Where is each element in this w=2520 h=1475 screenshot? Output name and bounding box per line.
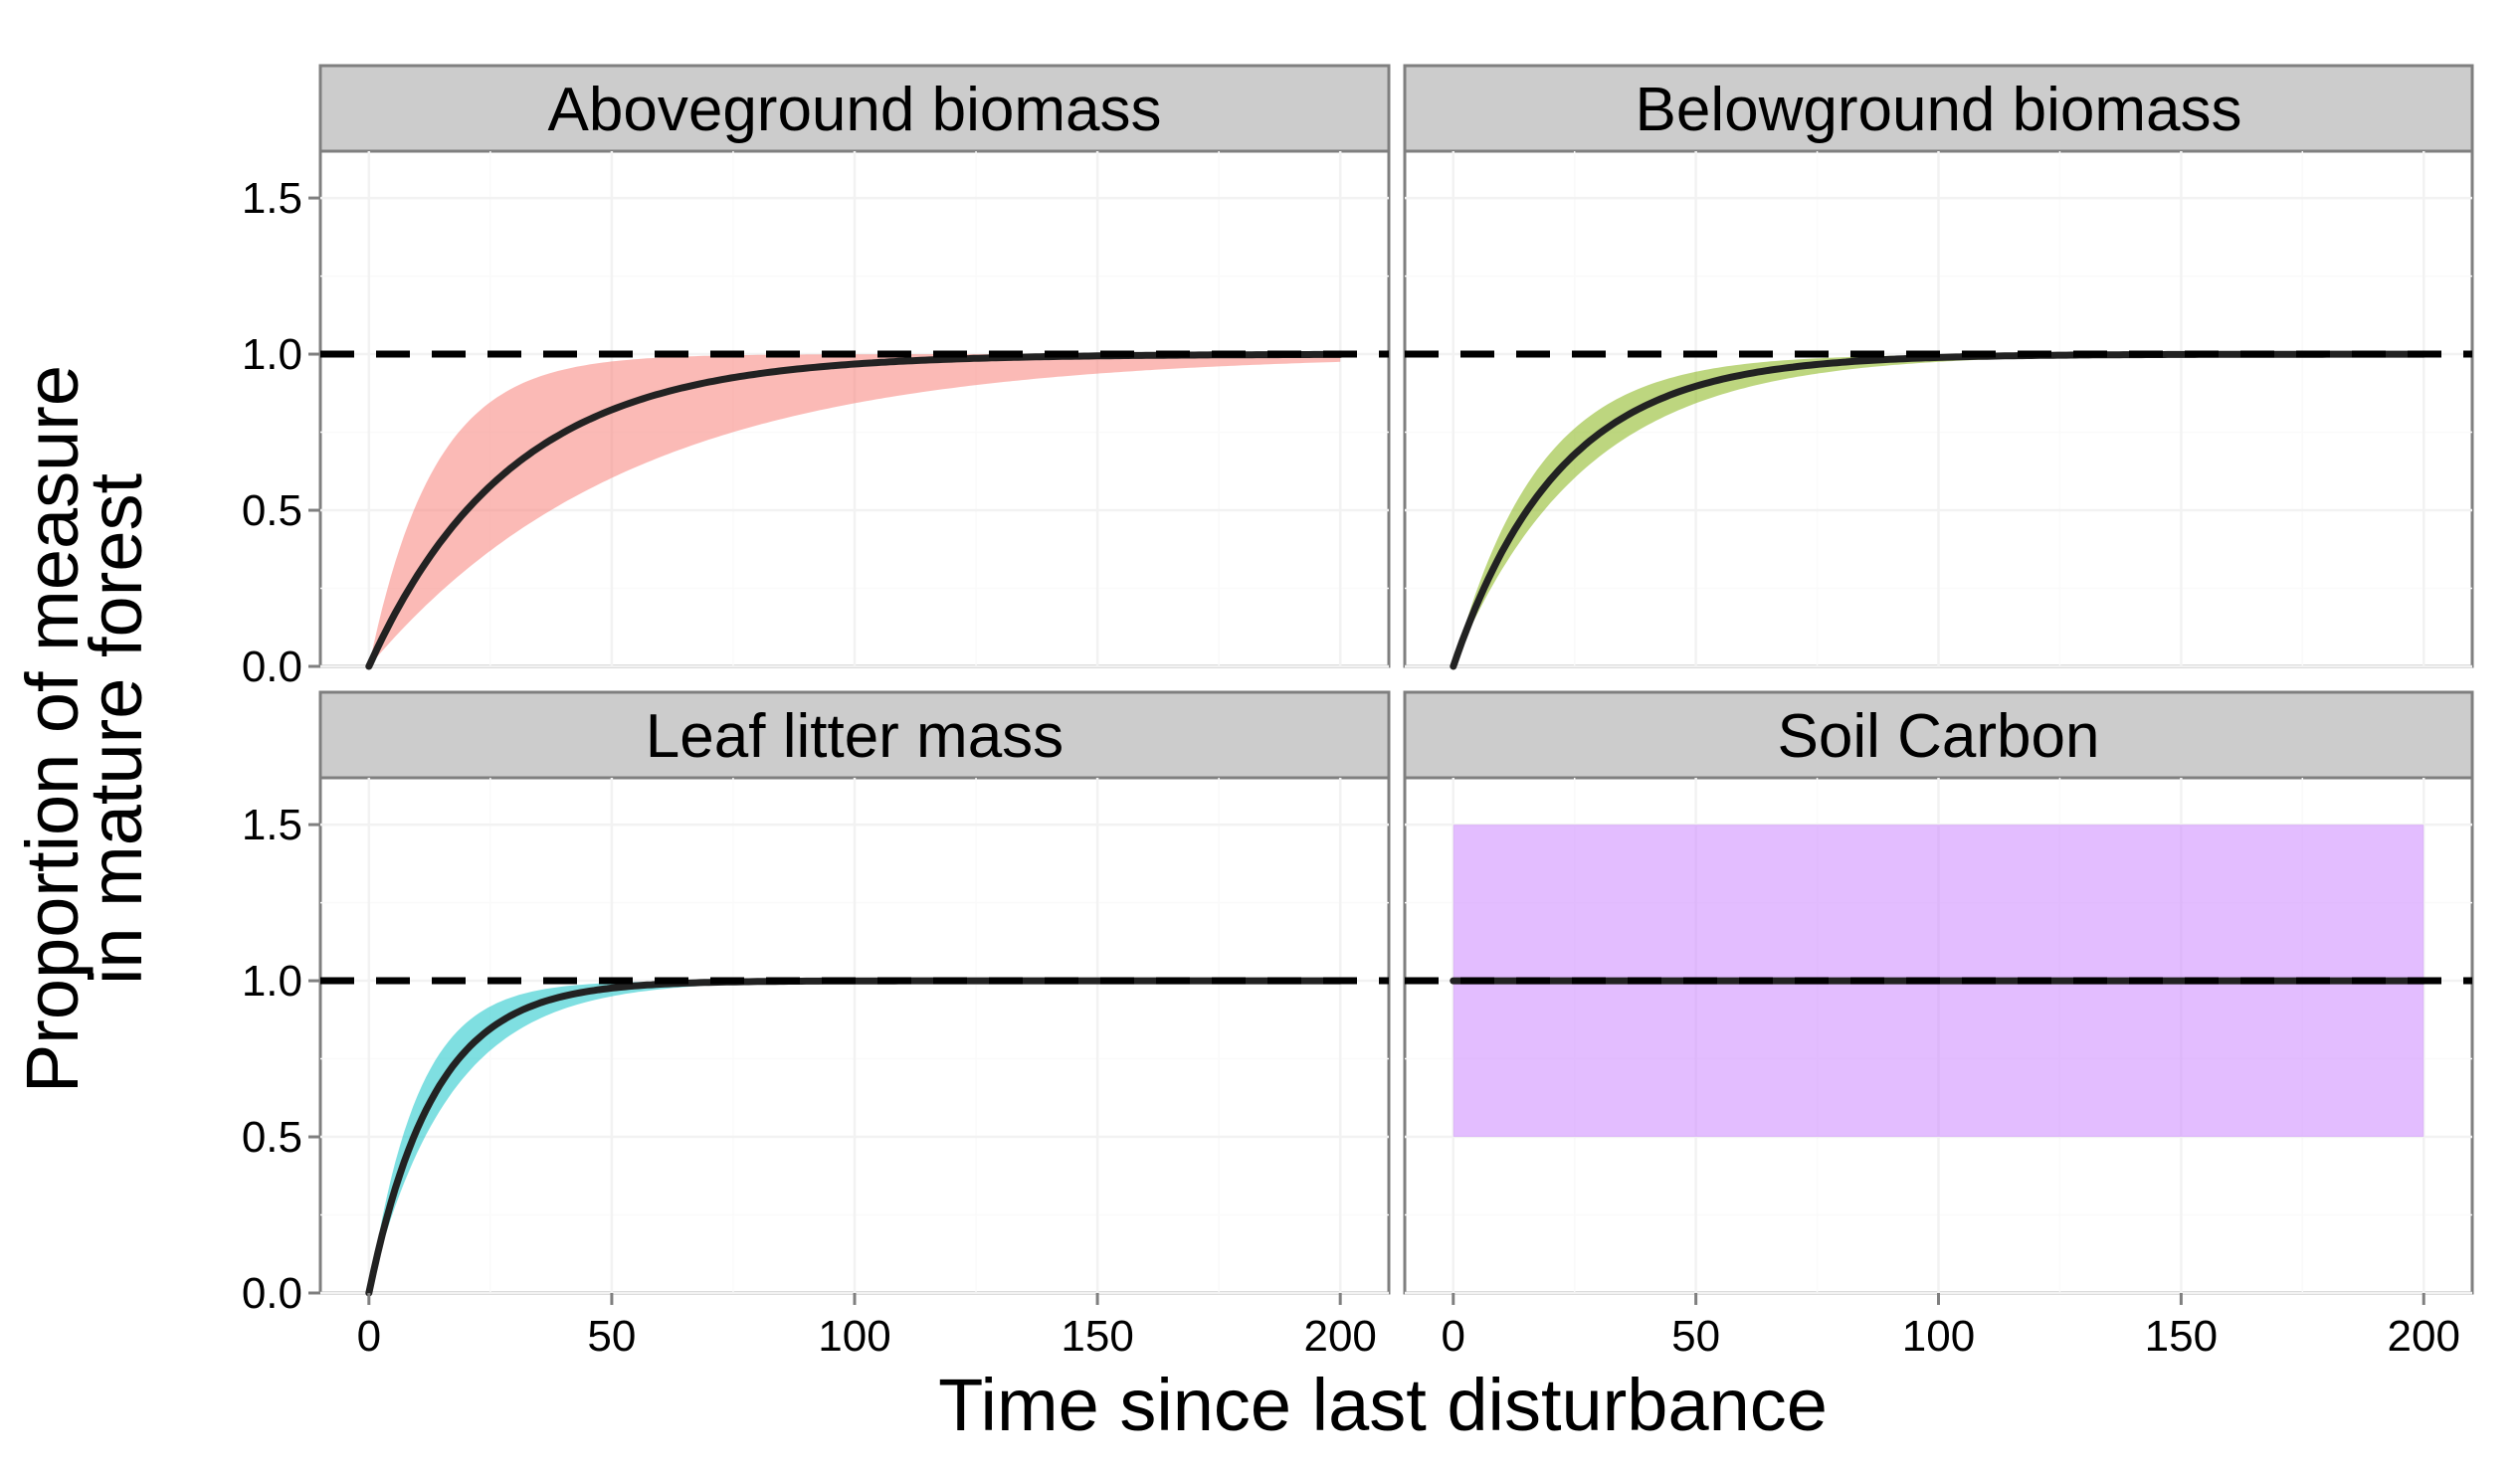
confidence-band-aboveground-biomass bbox=[368, 354, 1341, 666]
y-tick-label: 1.0 bbox=[242, 957, 302, 1006]
gridlines bbox=[320, 778, 1389, 1295]
y-tick-label: 0.0 bbox=[242, 643, 302, 691]
y-tick-label: 0.0 bbox=[242, 1269, 302, 1318]
facet-leaf-litter-mass: Leaf litter mass bbox=[318, 690, 1391, 1297]
y-tick-label: 0.5 bbox=[242, 1113, 302, 1162]
y-tick-label: 1.5 bbox=[242, 801, 302, 849]
x-tick-label: 200 bbox=[1303, 1312, 1376, 1361]
facet-strip-title: Belowground biomass bbox=[1635, 76, 2241, 144]
y-axis-title: Proportion of measure in mature forest bbox=[11, 365, 157, 1093]
x-tick-label: 50 bbox=[587, 1312, 636, 1361]
facet-strip-title: Leaf litter mass bbox=[646, 702, 1064, 771]
y-tick-label: 0.5 bbox=[242, 486, 302, 535]
facet-strip bbox=[318, 690, 1391, 780]
facet-soil-carbon: Soil Carbon bbox=[1403, 690, 2474, 1295]
x-tick-label: 50 bbox=[1671, 1312, 1720, 1361]
x-tick-label: 0 bbox=[357, 1312, 381, 1361]
y-axis-title-line-2: in mature forest bbox=[75, 473, 157, 986]
y-axis-title-line-1: Proportion of measure bbox=[11, 365, 94, 1093]
facet-strip bbox=[1403, 64, 2474, 153]
y-tick-label: 1.5 bbox=[242, 174, 302, 223]
facet-belowground-biomass: Belowground biomass bbox=[1403, 64, 2474, 670]
facet-strip-title: Aboveground biomass bbox=[548, 76, 1162, 144]
x-axis-title: Time since last disturbance bbox=[938, 1364, 1828, 1446]
y-tick-label: 1.0 bbox=[242, 330, 302, 379]
panels-layer: Aboveground biomass Belowground biomass Le… bbox=[318, 64, 2474, 1297]
x-tick-label: 150 bbox=[2145, 1312, 2218, 1361]
x-tick-label: 100 bbox=[818, 1312, 890, 1361]
x-tick-label: 150 bbox=[1061, 1312, 1133, 1361]
facet-strip bbox=[318, 64, 1391, 153]
x-tick-label: 100 bbox=[1902, 1312, 1975, 1361]
facet-aboveground-biomass: Aboveground biomass bbox=[318, 64, 1391, 670]
x-tick-label: 0 bbox=[1442, 1312, 1465, 1361]
facet-strip-title: Soil Carbon bbox=[1778, 702, 2100, 771]
axis-layer: 0.0 0.5 1.0 1.5 0.0 0.5 1.0 1.5 0 50 100 150 200 0 50 1… bbox=[242, 174, 2460, 1361]
x-tick-label: 200 bbox=[2388, 1312, 2460, 1361]
